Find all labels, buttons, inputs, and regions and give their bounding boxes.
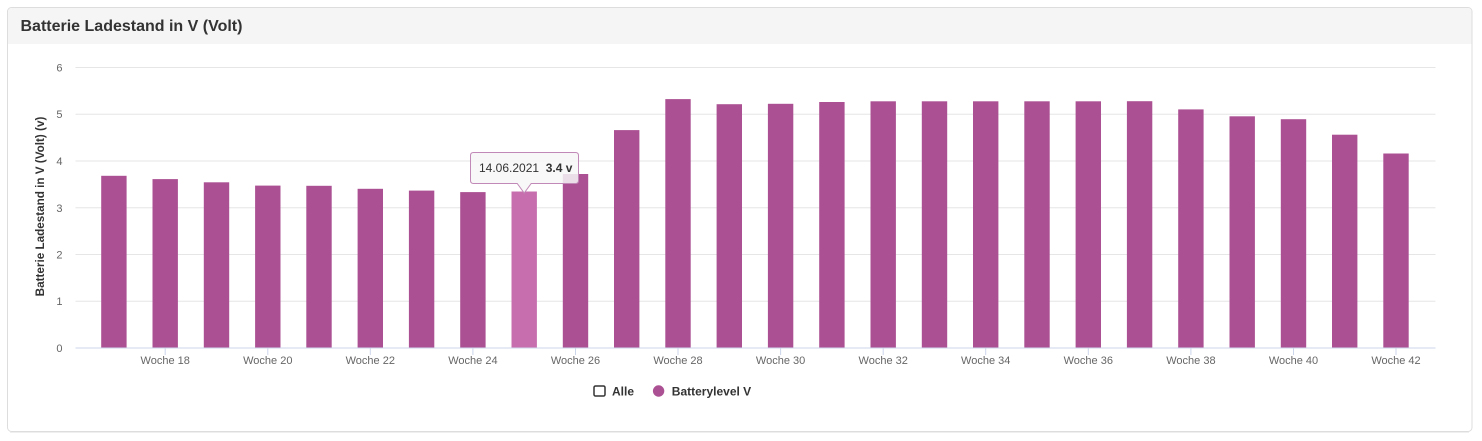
svg-text:6: 6 xyxy=(56,63,62,75)
svg-text:Batterie Ladestand in V (Volt): Batterie Ladestand in V (Volt) (v) xyxy=(34,117,47,297)
svg-text:Woche 38: Woche 38 xyxy=(1166,355,1215,367)
svg-text:Woche 34: Woche 34 xyxy=(961,355,1010,367)
svg-text:4: 4 xyxy=(56,156,62,168)
svg-text:1: 1 xyxy=(56,296,62,308)
svg-text:3: 3 xyxy=(56,203,62,215)
svg-text:Woche 26: Woche 26 xyxy=(551,355,600,367)
svg-text:Batterylevel V: Batterylevel V xyxy=(672,385,751,399)
svg-text:Woche 36: Woche 36 xyxy=(1064,355,1113,367)
svg-text:Woche 24: Woche 24 xyxy=(448,355,497,367)
svg-text:Woche 32: Woche 32 xyxy=(859,355,908,367)
svg-text:Woche 20: Woche 20 xyxy=(243,355,292,367)
svg-text:Woche 30: Woche 30 xyxy=(756,355,805,367)
svg-text:Woche 22: Woche 22 xyxy=(346,355,395,367)
svg-text:Alle: Alle xyxy=(612,385,634,399)
svg-text:14.06.2021 3.4 v: 14.06.2021 3.4 v xyxy=(479,161,573,175)
svg-text:5: 5 xyxy=(56,109,62,121)
svg-text:Woche 40: Woche 40 xyxy=(1269,355,1318,367)
svg-text:Woche 18: Woche 18 xyxy=(141,355,190,367)
svg-text:Woche 28: Woche 28 xyxy=(653,355,702,367)
svg-text:2: 2 xyxy=(56,250,62,262)
svg-text:Woche 42: Woche 42 xyxy=(1371,355,1420,367)
svg-text:Batterie Ladestand in V (Volt): Batterie Ladestand in V (Volt) xyxy=(21,18,243,35)
svg-text:0: 0 xyxy=(56,343,62,355)
